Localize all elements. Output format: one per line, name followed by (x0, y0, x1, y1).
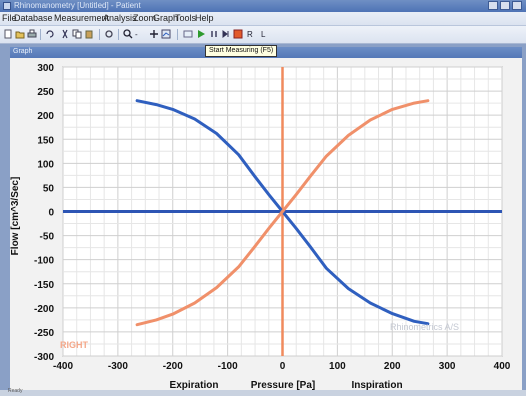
menu-file[interactable]: File (2, 13, 17, 23)
toolbar: - R L (0, 26, 526, 44)
pause-icon[interactable] (209, 29, 219, 39)
x-tick-label: 100 (329, 361, 346, 372)
status-text: Ready (8, 388, 23, 394)
side-label: RIGHT (60, 340, 89, 350)
expiration-label: Expiration (170, 380, 219, 390)
play-icon[interactable] (196, 29, 206, 39)
x-tick-label: -300 (108, 361, 128, 372)
x-axis-label: Pressure [Pa] (251, 380, 315, 390)
menu-bar: File Database Measurement Analysis Zoom … (0, 12, 526, 26)
paste-icon[interactable] (84, 29, 94, 39)
close-button[interactable] (512, 1, 522, 10)
settings-icon[interactable] (104, 29, 114, 39)
y-tick-label: -150 (34, 280, 54, 291)
x-tick-label: 400 (494, 361, 511, 372)
zoom-in-icon[interactable] (149, 29, 159, 39)
flow-pressure-chart: 300 250 200 150 100 50 0 -50 -100 -150 -200 -250 -30… (10, 63, 511, 391)
graph-panel-title: Graph (13, 48, 33, 55)
menu-analysis[interactable]: Analysis (103, 13, 137, 23)
right-side-icon[interactable]: R (246, 29, 256, 39)
menu-help[interactable]: Help (195, 13, 214, 23)
x-tick-label: -200 (163, 361, 183, 372)
x-tick-label: 200 (384, 361, 401, 372)
open-folder-icon[interactable] (15, 29, 25, 39)
menu-tools[interactable]: Tools (175, 13, 197, 23)
chart-tick-labels: 300 250 200 150 100 50 0 -50 -100 -150 -200 -250 -30… (34, 63, 511, 372)
print-icon[interactable] (27, 29, 37, 39)
x-tick-label: -400 (53, 361, 73, 372)
y-tick-label: -300 (34, 352, 54, 363)
y-tick-label: -200 (34, 304, 54, 315)
chart-curves (135, 99, 430, 327)
y-tick-label: -100 (34, 256, 54, 267)
start-measuring-tooltip: Start Measuring (F5) (205, 45, 278, 57)
record-icon[interactable] (183, 29, 193, 39)
y-tick-label: 0 (48, 208, 54, 219)
x-tick-label: 0 (280, 361, 286, 372)
menu-zoom[interactable]: Zoom (133, 13, 157, 23)
chart-view-icon[interactable] (161, 29, 171, 39)
left-side-icon[interactable]: L (259, 29, 269, 39)
y-tick-label: 200 (37, 111, 54, 122)
svg-text:-: - (135, 30, 138, 39)
menu-measurement[interactable]: Measurement (54, 13, 110, 23)
y-tick-label: -50 (40, 232, 55, 243)
x-tick-label: 300 (439, 361, 456, 372)
maximize-button[interactable] (500, 1, 510, 10)
y-tick-label: 150 (37, 135, 54, 146)
app-icon (3, 2, 11, 10)
y-tick-label: 300 (37, 63, 54, 74)
window-title-bar: Rhinomanometry [Untitled] - Patient (0, 0, 526, 12)
y-tick-label: 50 (43, 183, 55, 194)
window-title: Rhinomanometry [Untitled] - Patient (14, 1, 141, 10)
y-tick-label: 100 (37, 159, 54, 170)
menu-graph[interactable]: Graph (153, 13, 179, 23)
status-bar: Ready (0, 388, 526, 396)
graph-panel: 300 250 200 150 100 50 0 -50 -100 -150 -200 -250 -30… (10, 58, 522, 391)
inspiration-label: Inspiration (351, 380, 402, 390)
y-axis-label: Flow [cm^3/Sec] (10, 177, 21, 256)
x-tick-label: -100 (218, 361, 238, 372)
y-tick-label: 250 (37, 87, 54, 98)
zoom-icon[interactable]: - (123, 29, 147, 39)
svg-text:L: L (261, 30, 266, 39)
cut-icon[interactable] (60, 29, 70, 39)
stop-record-icon[interactable] (233, 29, 243, 39)
undo-icon[interactable] (45, 29, 55, 39)
minimize-button[interactable] (488, 1, 498, 10)
inspiration-curve (135, 99, 430, 327)
step-icon[interactable] (221, 29, 231, 39)
copy-icon[interactable] (72, 29, 82, 39)
svg-text:R: R (247, 30, 253, 39)
y-tick-label: -250 (34, 328, 54, 339)
menu-database[interactable]: Database (14, 13, 53, 23)
watermark-text: Rhinometrics A/S (390, 322, 459, 332)
new-file-icon[interactable] (3, 29, 13, 39)
